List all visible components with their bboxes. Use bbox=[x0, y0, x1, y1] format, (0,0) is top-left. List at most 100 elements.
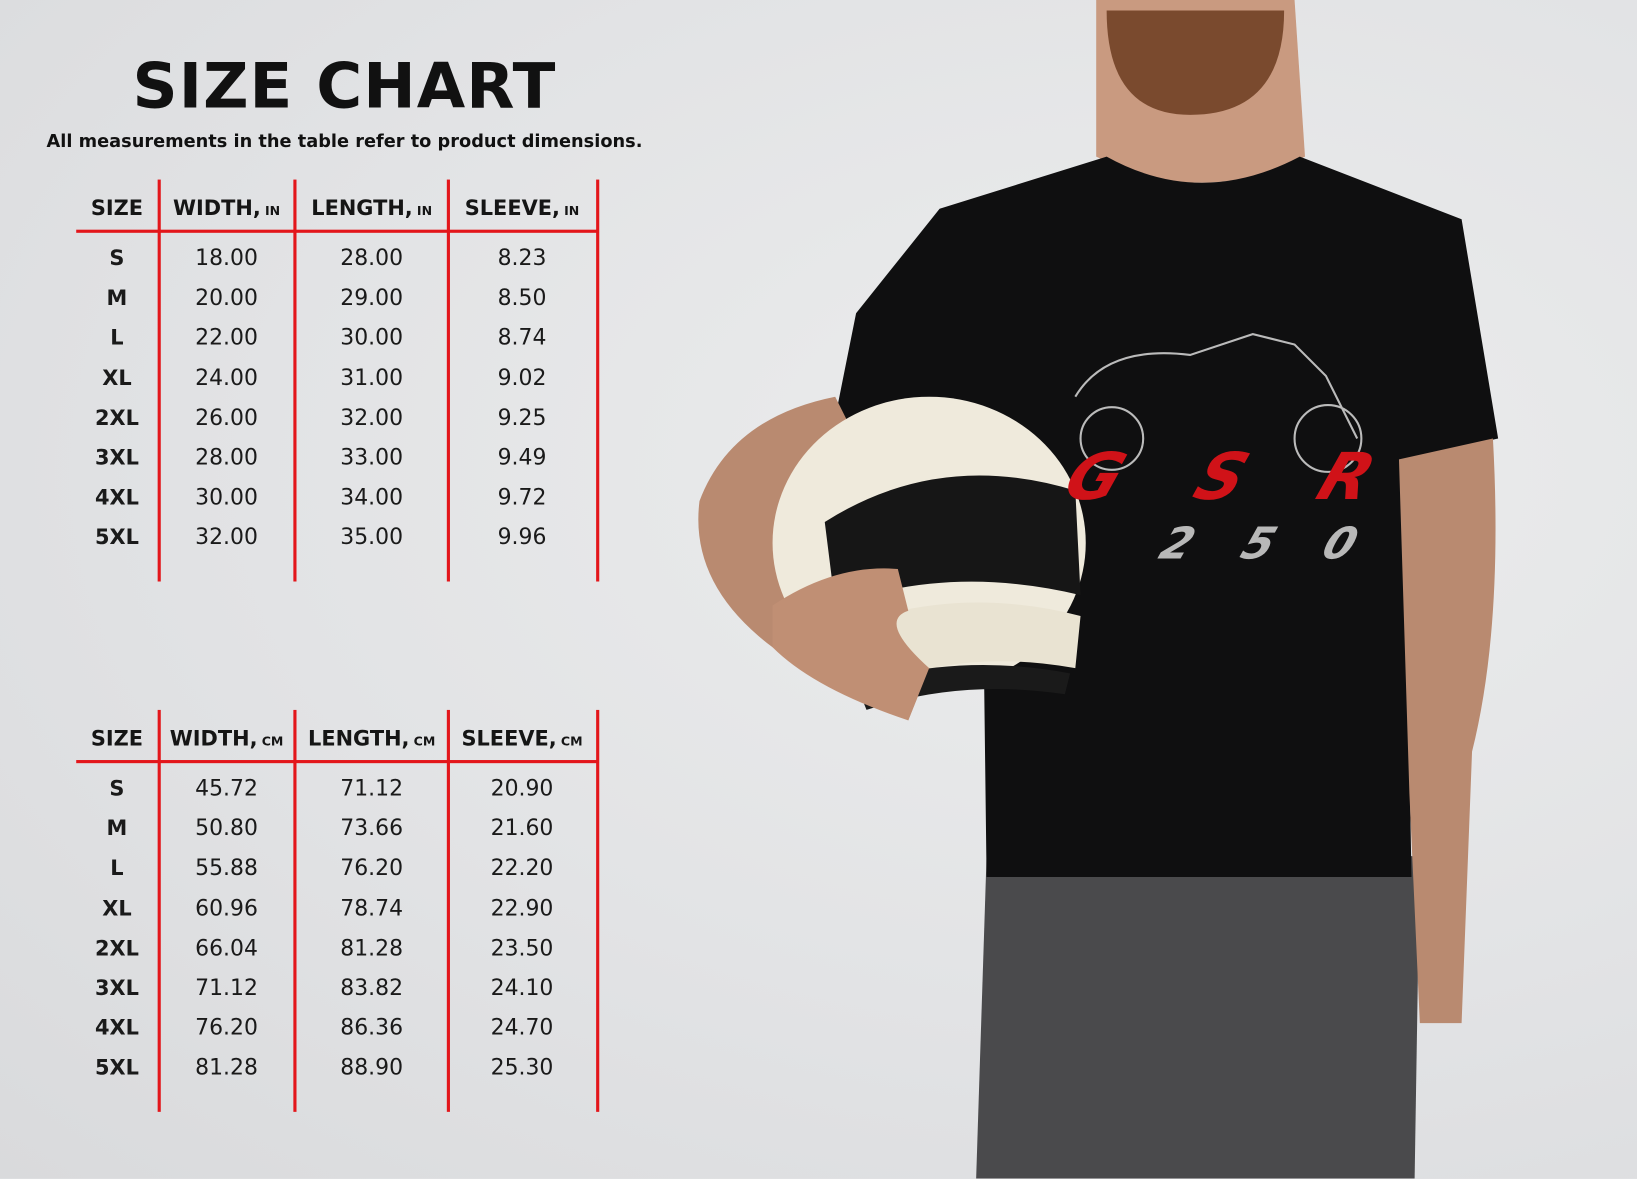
column-unit: CM bbox=[261, 733, 284, 749]
column-header: SIZE bbox=[91, 194, 143, 221]
size-label: 3XL bbox=[94, 444, 139, 470]
measurement-cell: 8.50 bbox=[497, 285, 547, 311]
column-header: LENGTH, IN bbox=[311, 194, 432, 224]
table-header-divider bbox=[76, 760, 599, 764]
page-title: SIZE CHART bbox=[132, 50, 557, 124]
column-unit: CM bbox=[560, 733, 583, 749]
size-label: 5XL bbox=[94, 524, 139, 550]
measurement-cell: 34.00 bbox=[340, 484, 404, 510]
measurement-cell: 29.00 bbox=[340, 285, 404, 311]
size-label: L bbox=[110, 325, 124, 351]
measurement-cell: 71.12 bbox=[195, 975, 258, 1001]
size-table-inches: SIZE WIDTH, IN LENGTH, IN SLEEVE, IN S 18.00 28.0… bbox=[0, 0, 689, 582]
size-label: 2XL bbox=[94, 935, 139, 961]
model-tshirt bbox=[835, 156, 1499, 877]
column-label: WIDTH, bbox=[169, 725, 258, 751]
logo-gsr: GSR bbox=[1055, 439, 1385, 515]
size-label: XL bbox=[102, 895, 132, 921]
measurement-cell: 78.74 bbox=[340, 895, 404, 921]
measurement-cell: 86.36 bbox=[340, 1014, 404, 1041]
size-label: XL bbox=[102, 364, 132, 391]
measurement-cell: 9.02 bbox=[497, 364, 547, 391]
measurement-cell: 81.28 bbox=[340, 935, 404, 961]
column-header: SLEEVE, CM bbox=[461, 725, 582, 755]
measurement-cell: 32.00 bbox=[340, 404, 404, 430]
measurement-cell: 45.72 bbox=[195, 775, 258, 801]
measurement-cell: 22.90 bbox=[490, 895, 554, 921]
measurement-cell: 24.70 bbox=[490, 1014, 554, 1041]
table-divider-vertical bbox=[293, 709, 297, 1112]
column-label: LENGTH, bbox=[311, 195, 413, 221]
column-header: WIDTH, CM bbox=[170, 725, 284, 755]
measurement-cell: 60.96 bbox=[195, 895, 258, 921]
table-divider-vertical bbox=[596, 179, 600, 582]
model-right-arm bbox=[1398, 438, 1496, 1024]
measurement-cell: 21.60 bbox=[490, 815, 554, 841]
size-table-centimeters: SIZE WIDTH, CM LENGTH, CM SLEEVE, CM S 45.72 71.1… bbox=[0, 530, 689, 1112]
measurement-cell: 28.00 bbox=[340, 245, 404, 271]
measurement-cell: 35.00 bbox=[340, 524, 404, 550]
size-label: S bbox=[109, 775, 125, 801]
measurement-cell: 8.23 bbox=[497, 245, 547, 271]
measurement-cell: 66.04 bbox=[195, 935, 258, 961]
measurement-cell: 9.72 bbox=[497, 484, 547, 510]
measurement-cell: 32.00 bbox=[195, 524, 258, 550]
measurement-cell: 31.00 bbox=[340, 364, 404, 391]
table-divider-vertical bbox=[446, 179, 450, 582]
measurement-cell: 73.66 bbox=[340, 815, 404, 841]
measurement-cell: 76.20 bbox=[195, 1014, 258, 1041]
table-divider-vertical bbox=[157, 179, 161, 582]
column-header: SLEEVE, IN bbox=[465, 194, 580, 224]
column-unit: CM bbox=[413, 733, 436, 749]
size-label: M bbox=[106, 815, 128, 841]
measurement-cell: 22.20 bbox=[490, 855, 554, 881]
size-label: 2XL bbox=[94, 404, 139, 430]
table-divider-vertical bbox=[596, 709, 600, 1112]
measurement-cell: 18.00 bbox=[195, 245, 258, 271]
measurement-cell: 83.82 bbox=[340, 975, 404, 1001]
measurement-cell: 20.00 bbox=[195, 285, 258, 311]
column-unit: IN bbox=[264, 203, 281, 219]
measurement-cell: 9.49 bbox=[497, 444, 547, 470]
column-label: LENGTH, bbox=[308, 725, 410, 751]
measurement-cell: 8.74 bbox=[497, 325, 547, 351]
size-label: M bbox=[106, 285, 128, 311]
measurement-cell: 88.90 bbox=[340, 1054, 404, 1080]
size-label: 5XL bbox=[94, 1054, 139, 1080]
model-jeans bbox=[976, 856, 1420, 1179]
measurement-cell: 23.50 bbox=[490, 935, 554, 961]
logo-250: 250 bbox=[1153, 518, 1365, 569]
size-label: 4XL bbox=[94, 484, 139, 510]
size-label: S bbox=[109, 245, 125, 271]
column-unit: IN bbox=[416, 203, 433, 219]
model-hand bbox=[772, 568, 930, 721]
column-label: WIDTH, bbox=[172, 195, 261, 221]
measurement-cell: 9.96 bbox=[497, 524, 547, 550]
column-header: WIDTH, IN bbox=[173, 194, 280, 224]
measurement-cell: 20.90 bbox=[490, 775, 554, 801]
column-label: SLEEVE, bbox=[464, 195, 560, 221]
measurement-cell: 55.88 bbox=[195, 855, 258, 881]
model-photo: GSR 250 bbox=[698, 0, 1499, 1179]
table-divider-vertical bbox=[446, 709, 450, 1112]
measurement-cell: 22.00 bbox=[195, 325, 258, 351]
measurement-cell: 25.30 bbox=[490, 1054, 554, 1080]
column-label: SIZE bbox=[90, 725, 144, 751]
size-label: 4XL bbox=[94, 1014, 139, 1041]
motorcycle-outline bbox=[1074, 332, 1363, 473]
column-label: SIZE bbox=[90, 195, 144, 221]
table-divider-vertical bbox=[293, 179, 297, 582]
table-header-divider bbox=[76, 229, 599, 233]
measurement-cell: 30.00 bbox=[340, 325, 404, 351]
measurement-cell: 28.00 bbox=[195, 444, 258, 470]
measurement-cell: 81.28 bbox=[195, 1054, 258, 1080]
table-divider-vertical bbox=[157, 709, 161, 1112]
measurement-cell: 30.00 bbox=[195, 484, 258, 510]
column-label: SLEEVE, bbox=[461, 725, 557, 751]
column-header: LENGTH, CM bbox=[308, 725, 435, 755]
measurement-cell: 76.20 bbox=[340, 855, 404, 881]
measurement-cell: 24.00 bbox=[195, 364, 258, 391]
column-header: SIZE bbox=[91, 725, 143, 752]
measurement-cell: 24.10 bbox=[490, 975, 554, 1001]
